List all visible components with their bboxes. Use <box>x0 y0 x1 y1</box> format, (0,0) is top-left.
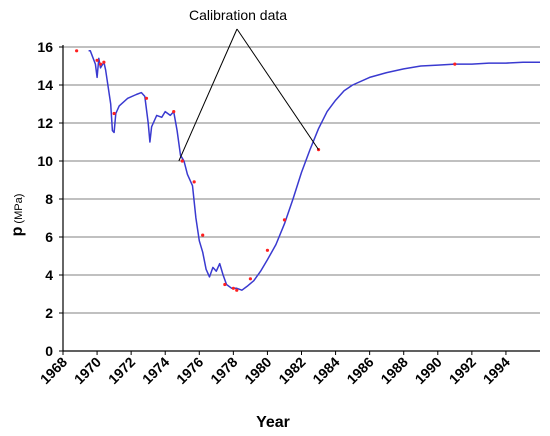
x-tick-label: 1968 <box>37 354 70 387</box>
x-tick-label: 1994 <box>480 354 513 387</box>
calibration-point <box>144 96 149 100</box>
calibration-point <box>453 62 457 66</box>
x-tick-label: 1992 <box>446 354 479 387</box>
data-series <box>75 49 540 292</box>
x-tick-label: 1978 <box>207 354 240 387</box>
calibration-point <box>223 282 227 287</box>
x-tick-labels: 1968 1970 1972 1974 1976 1978 1980 1982 1984 1986… <box>37 354 513 387</box>
axes <box>59 45 540 355</box>
grid-lines <box>63 46 540 314</box>
x-tick-label: 1984 <box>309 354 342 387</box>
y-tick-label: 4 <box>45 267 53 283</box>
y-tick-labels: 0 2 4 6 8 10 12 14 16 <box>37 39 53 359</box>
calibration-point <box>75 49 79 53</box>
calibration-point <box>172 110 176 114</box>
x-tick-label: 1990 <box>412 354 445 387</box>
calibration-point <box>98 62 103 66</box>
calibration-point <box>180 159 184 163</box>
x-tick-label: 1970 <box>71 354 104 387</box>
calibration-point <box>235 288 239 292</box>
simulated-pressure-line <box>88 50 540 291</box>
x-tick-label: 1972 <box>105 354 138 387</box>
y-axis-symbol: p <box>9 226 26 236</box>
y-tick-label: 16 <box>37 39 53 55</box>
x-tick-label: 1982 <box>275 354 308 387</box>
calibration-point <box>231 286 235 290</box>
calibration-point <box>112 111 116 116</box>
y-tick-label: 14 <box>37 77 53 93</box>
y-axis-unit: (MPa) <box>13 194 25 224</box>
calibration-point <box>282 218 287 222</box>
annotation-leader-line <box>236 28 319 150</box>
annotation: Calibration data <box>178 7 319 162</box>
x-tick-label: 1986 <box>343 354 376 387</box>
x-tick-label: 1974 <box>139 354 172 387</box>
x-tick-label: 1988 <box>377 354 410 387</box>
y-axis-title: p (MPa) <box>9 194 26 237</box>
calibration-point <box>102 60 106 64</box>
y-tick-label: 0 <box>45 343 53 359</box>
calibration-point <box>265 248 270 252</box>
calibration-point <box>201 233 205 237</box>
x-tick-label: 1976 <box>173 354 206 387</box>
y-tick-label: 12 <box>37 115 53 131</box>
calibration-point <box>192 180 196 184</box>
x-tick-label: 1980 <box>241 354 274 387</box>
calibration-point <box>95 58 99 62</box>
x-axis-title: Year <box>256 414 290 431</box>
annotation-leader-line <box>178 28 238 162</box>
y-tick-label: 8 <box>45 191 53 207</box>
calibration-point <box>248 277 252 281</box>
y-tick-label: 10 <box>37 153 53 169</box>
annotation-label: Calibration data <box>189 7 287 23</box>
y-tick-label: 6 <box>45 229 53 245</box>
y-tick-label: 2 <box>45 305 53 321</box>
